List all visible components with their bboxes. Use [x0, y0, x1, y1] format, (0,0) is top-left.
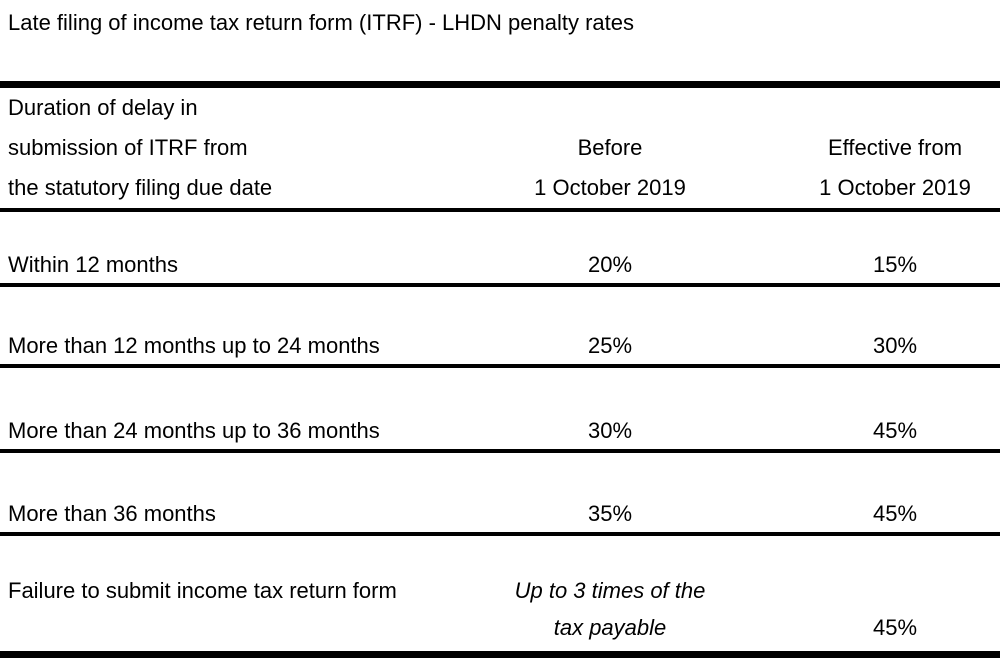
page-title: Late filing of income tax return form (I…: [8, 10, 634, 35]
table-top-border: [0, 81, 1000, 88]
cell-before-rate: 25%: [470, 334, 750, 364]
duration-spacer-line: [8, 609, 470, 646]
duration-text: More than 12 months up to 24 months: [8, 333, 380, 358]
cell-before-rate: Up to 3 times of the tax payable: [470, 572, 750, 651]
before-rate-text: 30%: [587, 418, 633, 443]
cell-duration: More than 24 months up to 36 months: [0, 419, 470, 449]
before-rate-text-line-2: tax payable: [553, 615, 667, 640]
cell-duration: Failure to submit income tax return form: [0, 572, 470, 651]
before-rate-text: 35%: [587, 501, 633, 526]
cell-before-rate: 20%: [470, 253, 750, 283]
duration-text: More than 24 months up to 36 months: [8, 418, 380, 443]
duration-text: Within 12 months: [8, 252, 178, 277]
cell-before-rate: 30%: [470, 419, 750, 449]
table-row-failure-to-submit: Failure to submit income tax return form…: [0, 536, 1000, 651]
header-duration-line-3: the statutory filing due date: [8, 175, 273, 200]
row-separator: [0, 283, 1000, 287]
header-cell-before: Before 1 October 2019: [470, 128, 750, 208]
header-duration-line-2: submission of ITRF from: [8, 135, 248, 160]
row-separator: [0, 364, 1000, 368]
row-separator: [0, 449, 1000, 453]
table-row: Within 12 months 20% 15%: [0, 212, 1000, 283]
cell-effective-rate: 45%: [750, 502, 1000, 532]
penalty-rates-table: Duration of delay in submission of ITRF …: [0, 81, 1000, 658]
cell-duration: More than 12 months up to 24 months: [0, 334, 470, 364]
cell-duration: More than 36 months: [0, 502, 470, 532]
effective-spacer-line: [790, 572, 1000, 609]
cell-before-rate: 35%: [470, 502, 750, 532]
cell-effective-rate: 45%: [750, 419, 1000, 449]
header-before-line-1: Before: [577, 135, 643, 160]
before-rate-text-line-1: Up to 3 times of the: [514, 578, 706, 603]
table-bottom-border: [0, 651, 1000, 658]
cell-effective-rate: 30%: [750, 334, 1000, 364]
header-cell-duration: Duration of delay in submission of ITRF …: [0, 88, 470, 208]
cell-effective-rate: 15%: [750, 253, 1000, 283]
table-row: More than 36 months 35% 45%: [0, 453, 1000, 532]
before-rate-text: 25%: [587, 333, 633, 358]
duration-text: More than 36 months: [8, 501, 216, 526]
effective-rate-text: 45%: [872, 501, 918, 526]
header-duration-line-1: Duration of delay in: [8, 95, 198, 120]
before-rate-text: 20%: [587, 252, 633, 277]
effective-rate-text: 45%: [872, 418, 918, 443]
header-cell-effective: Effective from 1 October 2019: [750, 128, 1000, 208]
effective-rate-text: 30%: [872, 333, 918, 358]
effective-rate-text: 15%: [872, 252, 918, 277]
cell-duration: Within 12 months: [0, 253, 470, 283]
header-effective-line-2: 1 October 2019: [819, 175, 971, 200]
table-header-row: Duration of delay in submission of ITRF …: [0, 88, 1000, 208]
table-row: More than 12 months up to 24 months 25% …: [0, 287, 1000, 364]
table-row: More than 24 months up to 36 months 30% …: [0, 368, 1000, 449]
cell-effective-rate: 45%: [750, 572, 1000, 651]
row-separator: [0, 532, 1000, 536]
duration-text: Failure to submit income tax return form: [8, 578, 397, 603]
header-separator: [0, 208, 1000, 212]
effective-rate-text: 45%: [872, 615, 918, 640]
header-effective-line-1: Effective from: [827, 135, 963, 160]
header-before-line-2: 1 October 2019: [534, 175, 686, 200]
